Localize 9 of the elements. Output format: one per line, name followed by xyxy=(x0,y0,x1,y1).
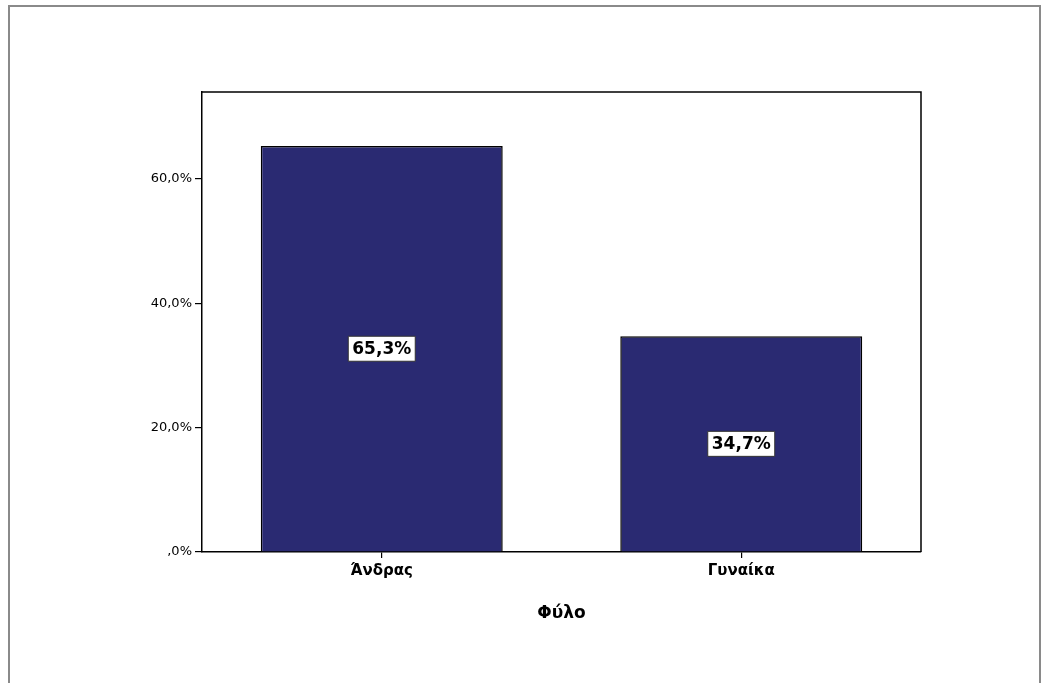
y-tick-label: 40,0% xyxy=(150,294,192,310)
x-axis-title: Φύλο xyxy=(537,602,586,623)
y-tick-label: ,0% xyxy=(167,543,192,559)
x-tick-label: Άνδρας xyxy=(350,560,413,579)
y-tick-label: 20,0% xyxy=(150,419,192,435)
y-tick-label: 60,0% xyxy=(150,170,192,186)
data-label: 34,7% xyxy=(711,433,771,454)
data-label: 65,3% xyxy=(352,338,412,359)
x-tick-label: Γυναίκα xyxy=(707,560,775,579)
